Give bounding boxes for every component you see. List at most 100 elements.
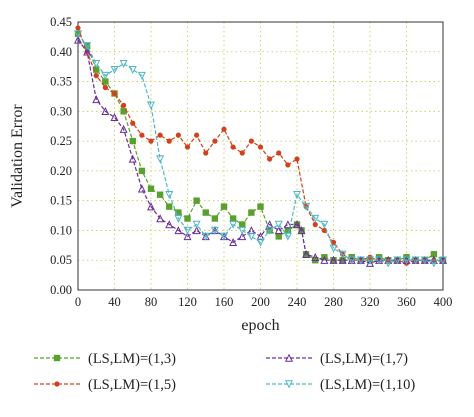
data-point <box>230 144 236 150</box>
x-tick-label: 240 <box>288 295 307 309</box>
data-point <box>119 59 128 69</box>
data-point <box>292 191 302 200</box>
data-point <box>229 215 237 222</box>
data-point <box>239 221 246 228</box>
data-point <box>284 227 292 234</box>
data-point <box>166 138 172 144</box>
legend-item: (LS,LM)=(1,5) <box>34 377 176 393</box>
data-point <box>292 220 302 229</box>
legend-marker <box>284 353 294 362</box>
data-point <box>128 65 137 74</box>
data-point <box>302 249 311 258</box>
data-point <box>420 256 429 265</box>
data-point <box>83 47 92 56</box>
data-point <box>128 154 137 163</box>
data-point <box>302 202 311 211</box>
legend-marker <box>54 381 60 387</box>
tick-layer: 0.00 0.05 0.10 0.15 0.20 0.25 0.30 0.35 0.40 0.45… <box>50 15 452 309</box>
data-point <box>93 66 100 73</box>
data-point <box>148 138 154 144</box>
legend-marker <box>284 380 294 389</box>
data-point <box>384 259 393 268</box>
data-point <box>202 209 209 216</box>
data-point <box>102 78 109 85</box>
data-point <box>211 215 219 222</box>
data-point <box>238 232 247 241</box>
data-point <box>375 256 384 265</box>
data-point <box>184 215 191 222</box>
data-point <box>137 71 146 80</box>
data-point <box>156 155 165 164</box>
data-point <box>430 251 438 258</box>
data-point <box>238 226 247 235</box>
x-tick-label: 80 <box>145 295 158 309</box>
data-point <box>129 137 136 145</box>
data-point <box>101 71 110 80</box>
x-tick-label: 280 <box>324 295 343 309</box>
series-line <box>77 33 444 261</box>
data-point <box>283 220 292 229</box>
data-point <box>329 255 338 264</box>
data-point <box>312 221 318 228</box>
data-point <box>311 214 320 223</box>
data-point <box>393 256 402 265</box>
legend-item: (LS,LM)=(1,10) <box>266 377 415 393</box>
data-point <box>147 185 155 192</box>
data-point <box>248 138 254 144</box>
data-point <box>110 112 119 121</box>
x-tick-label: 160 <box>215 295 234 309</box>
data-point <box>402 256 411 265</box>
data-point <box>320 255 329 264</box>
data-point <box>183 226 192 235</box>
data-point <box>165 220 174 229</box>
series-3 <box>73 35 448 267</box>
legend-marker <box>53 354 61 362</box>
data-point <box>274 226 283 235</box>
data-point <box>285 162 291 168</box>
data-point <box>192 226 201 235</box>
data-point <box>339 257 346 264</box>
data-point <box>203 150 209 156</box>
data-point <box>192 220 201 229</box>
y-tick-label: 0.25 <box>50 134 72 148</box>
data-point <box>256 238 265 247</box>
legend-label: (LS,LM)=(1,3) <box>88 351 176 367</box>
plot-area-frame <box>77 21 444 291</box>
data-point <box>320 220 329 229</box>
data-point <box>93 73 99 79</box>
legend-label: (LS,LM)=(1,10) <box>320 377 415 393</box>
data-point <box>338 250 347 259</box>
data-point <box>294 156 300 162</box>
data-point <box>165 191 174 200</box>
data-point <box>239 150 245 156</box>
data-point <box>229 238 238 247</box>
data-point <box>174 214 183 223</box>
data-point <box>183 232 192 241</box>
x-tick-label: 0 <box>75 295 81 309</box>
data-point <box>257 144 264 150</box>
y-tick-label: 0.20 <box>50 164 72 178</box>
data-point <box>73 30 83 39</box>
data-point <box>111 90 118 97</box>
data-point <box>156 191 164 198</box>
y-tick-label: 0.30 <box>50 104 72 118</box>
x-tick-label: 120 <box>178 295 197 309</box>
data-point <box>356 256 365 265</box>
legend-item: (LS,LM)=(1,3) <box>34 351 176 367</box>
data-point <box>110 65 119 74</box>
data-point <box>175 209 182 216</box>
data-point <box>121 102 127 108</box>
data-point <box>283 232 292 241</box>
data-point <box>429 259 438 268</box>
data-point <box>201 232 210 241</box>
data-point <box>139 132 145 138</box>
data-point <box>210 226 219 235</box>
data-point <box>347 256 356 265</box>
data-point <box>119 124 128 133</box>
data-point <box>193 197 200 204</box>
data-point <box>137 184 146 193</box>
data-point <box>157 132 163 138</box>
data-point <box>267 156 273 162</box>
legend-item: (LS,LM)=(1,7) <box>266 351 408 367</box>
